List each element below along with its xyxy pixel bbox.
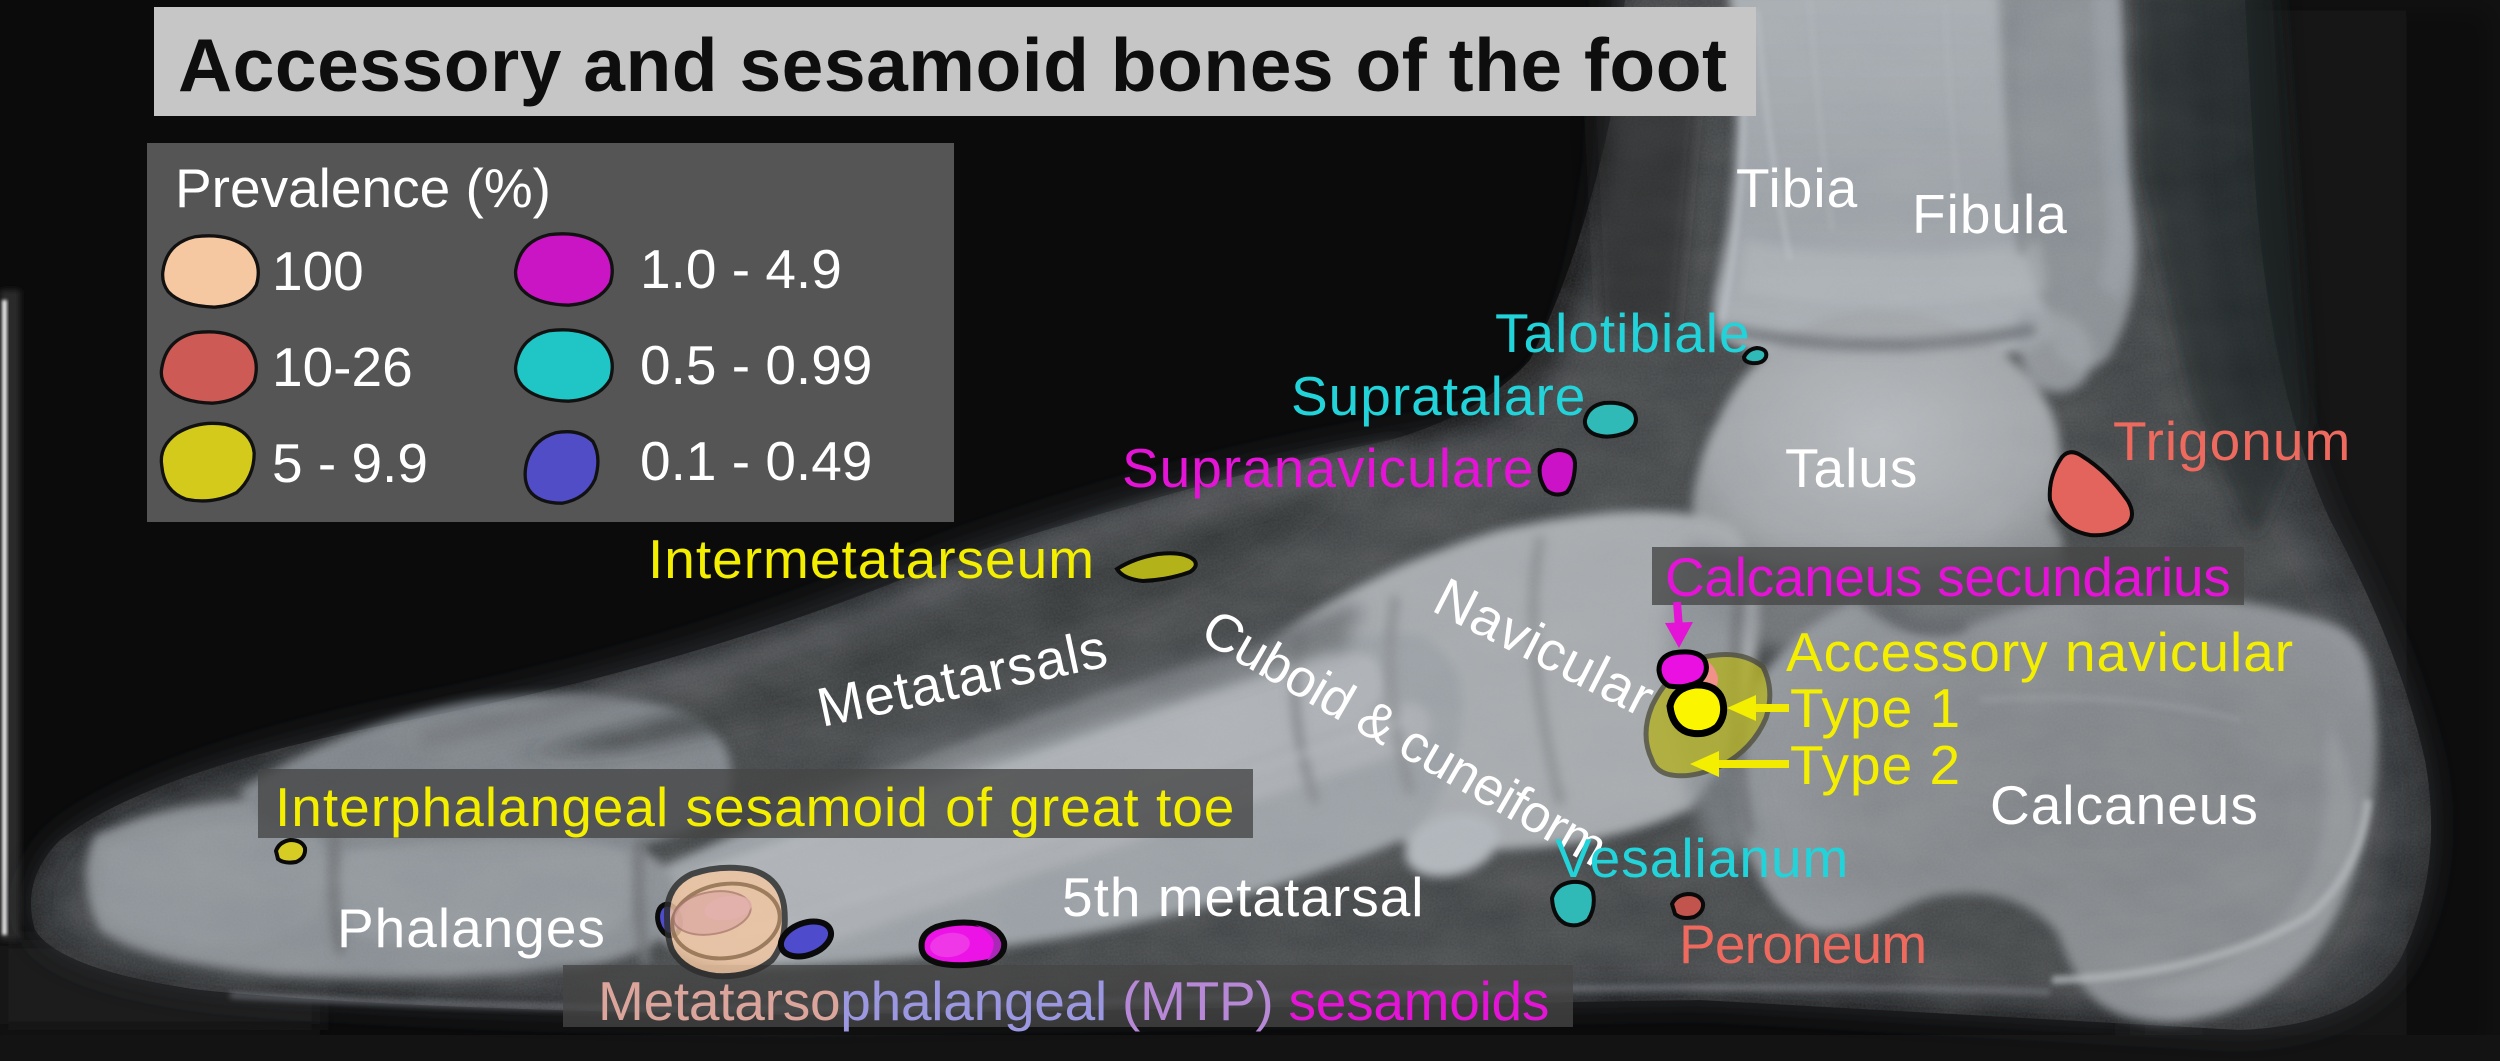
svg-text:5 - 9.9: 5 - 9.9 <box>272 432 428 494</box>
svg-text:Metatarsophalangeal (MTP) sesa: Metatarsophalangeal (MTP) sesamoids <box>598 970 1549 1032</box>
svg-text:Phalanges: Phalanges <box>337 897 606 959</box>
svg-text:0.5 - 0.99: 0.5 - 0.99 <box>640 334 872 396</box>
svg-text:10-26: 10-26 <box>272 336 413 398</box>
svg-text:1.0 - 4.9: 1.0 - 4.9 <box>640 238 842 300</box>
svg-text:Talotibiale: Talotibiale <box>1495 302 1751 364</box>
svg-text:100: 100 <box>272 240 364 302</box>
svg-text:Interphalangeal sesamoid of gr: Interphalangeal sesamoid of great toe <box>275 776 1235 838</box>
svg-text:Trigonum: Trigonum <box>2113 410 2351 472</box>
svg-text:Intermetatarseum: Intermetatarseum <box>648 528 1095 590</box>
svg-text:Accessory navicular: Accessory navicular <box>1786 621 2294 683</box>
svg-text:Supratalare: Supratalare <box>1291 365 1586 427</box>
svg-text:Fibula: Fibula <box>1912 183 2068 245</box>
svg-text:Vesalianum: Vesalianum <box>1555 827 1849 889</box>
svg-text:5th metatarsal: 5th metatarsal <box>1062 866 1425 928</box>
svg-text:Calcaneus: Calcaneus <box>1990 774 2259 836</box>
svg-text:Type 1: Type 1 <box>1790 677 1961 739</box>
svg-text:Accessory and sesamoid bones o: Accessory and sesamoid bones of the foot <box>178 23 1728 107</box>
svg-text:Tibia: Tibia <box>1736 157 1858 219</box>
svg-text:Peroneum: Peroneum <box>1679 913 1926 975</box>
svg-text:Talus: Talus <box>1785 437 1918 499</box>
svg-text:Supranaviculare: Supranaviculare <box>1122 437 1534 499</box>
svg-text:Type 2: Type 2 <box>1790 734 1961 796</box>
svg-text:Calcaneus secundarius: Calcaneus secundarius <box>1665 546 2230 608</box>
svg-text:Prevalence (%): Prevalence (%) <box>175 157 551 219</box>
svg-text:0.1 - 0.49: 0.1 - 0.49 <box>640 430 872 492</box>
